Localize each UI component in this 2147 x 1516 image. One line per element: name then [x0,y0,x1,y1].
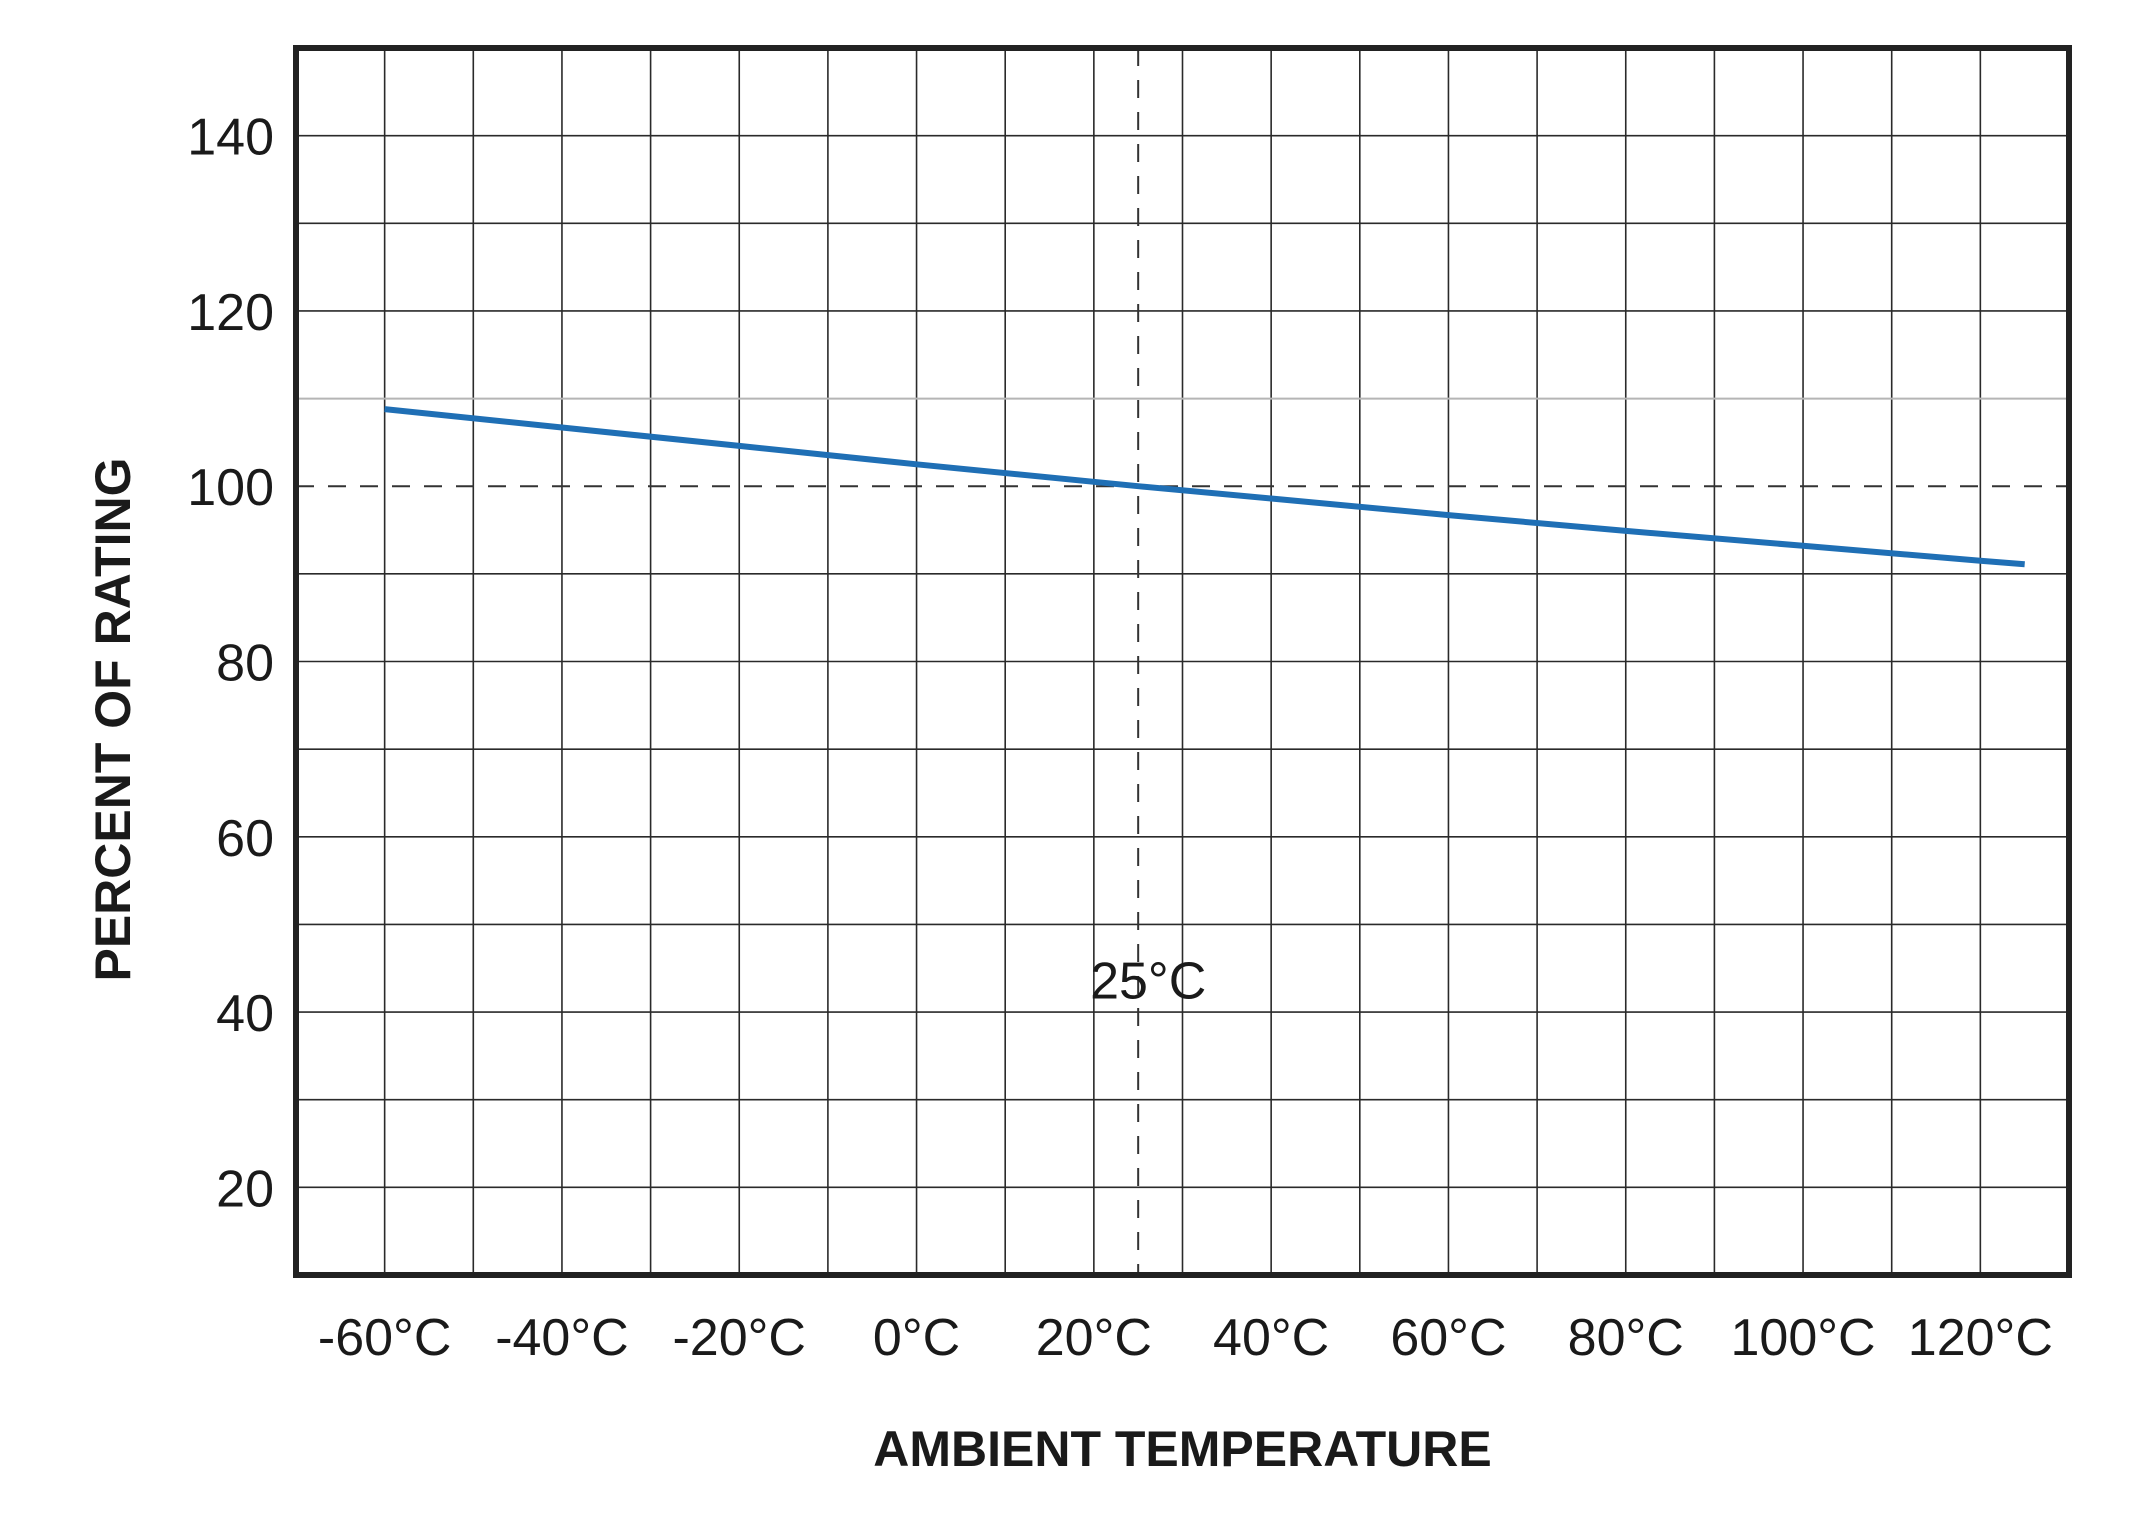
y-tick-label: 60 [216,810,274,868]
x-tick-labels: -60°C -40°C -20°C 0°C 20°C 40°C 60°C 80°C 100°C 1… [318,1309,2053,1367]
y-tick-label: 100 [187,459,274,517]
x-tick-label: 20°C [1036,1309,1152,1367]
annotation-label: 25°C [1090,952,1206,1010]
y-tick-labels: 20 40 60 80 100 120 140 [187,109,274,1219]
y-tick-label: 40 [216,985,274,1043]
series-line-0 [384,406,2025,568]
x-tick-label: 40°C [1213,1309,1329,1367]
reference-lines [296,48,2069,1275]
annotations: 25°C [1090,952,1206,1010]
x-tick-label: 100°C [1730,1309,1875,1367]
y-tick-label: 120 [187,284,274,342]
y-axis-title: PERCENT OF RATING [85,457,141,981]
y-tick-label: 140 [187,109,274,167]
grid-lines [296,48,2069,1275]
plot-frame [293,45,2072,1278]
x-tick-label: -40°C [495,1309,629,1367]
x-tick-label: 60°C [1390,1309,1506,1367]
x-tick-label: 120°C [1908,1309,2053,1367]
series-layer [384,406,2025,568]
x-tick-label: 80°C [1568,1309,1684,1367]
x-tick-label: 0°C [873,1309,960,1367]
x-tick-label: -60°C [318,1309,452,1367]
y-tick-label: 20 [216,1160,274,1218]
x-tick-label: -20°C [672,1309,806,1367]
x-axis-title: AMBIENT TEMPERATURE [873,1421,1492,1477]
y-tick-label: 80 [216,635,274,693]
